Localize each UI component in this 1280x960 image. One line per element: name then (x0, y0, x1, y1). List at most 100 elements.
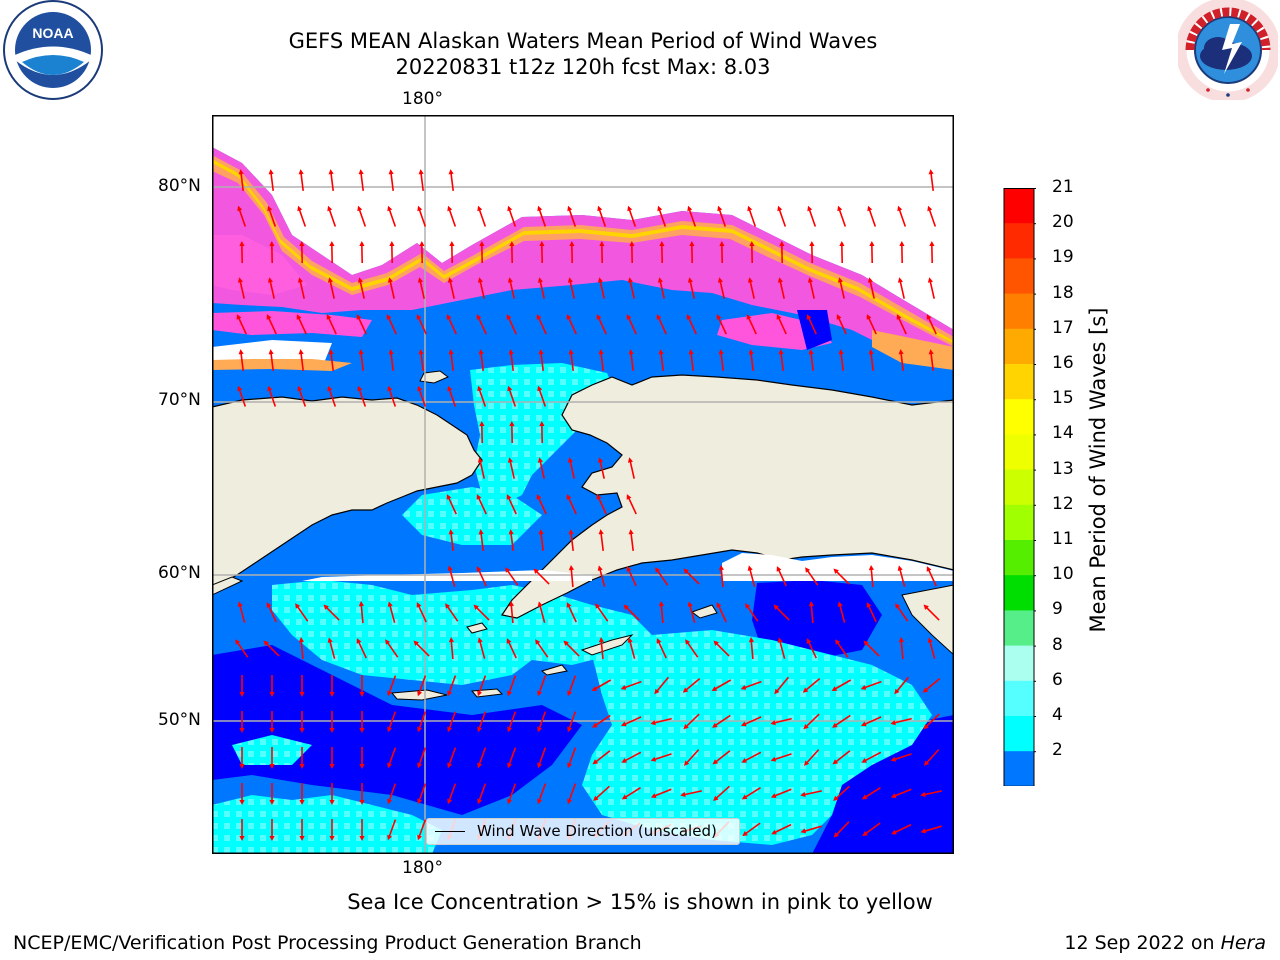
wave-direction-arrowhead (655, 567, 661, 573)
wave-direction-arrowhead (713, 640, 719, 646)
wave-direction-arrow (537, 783, 547, 803)
wave-direction-arrow (600, 531, 604, 551)
wave-direction-arrowhead (448, 349, 454, 355)
wave-direction-arrow (539, 279, 545, 299)
wave-direction-arrowhead (538, 529, 544, 535)
colorbar-tick-label: 11 (1052, 529, 1074, 549)
wave-period-map (212, 115, 954, 854)
wave-direction-arrowhead (808, 601, 814, 607)
wave-direction-arrow (509, 459, 515, 479)
wave-direction-arrow (567, 603, 577, 623)
wave-direction-arrow (300, 351, 304, 371)
wave-direction-arrowhead (507, 457, 513, 463)
wave-direction-arrow (803, 677, 821, 693)
wave-direction-arrowhead (657, 277, 663, 283)
wave-direction-arrow (777, 567, 787, 587)
wave-direction-arrowhead (567, 690, 572, 697)
wave-direction-arrowhead (746, 314, 752, 320)
wave-direction-arrow (297, 207, 307, 227)
wave-direction-arrowhead (597, 205, 603, 212)
wave-direction-arrow (922, 825, 942, 833)
wave-direction-arrowhead (537, 762, 542, 769)
wave-direction-arrow (357, 315, 367, 335)
wave-direction-arrow (809, 279, 815, 299)
wave-direction-arrow (774, 676, 790, 694)
wave-direction-arrowhead (626, 314, 632, 320)
wave-direction-arrowhead (868, 565, 874, 571)
wave-direction-arrowhead (659, 241, 665, 246)
wave-direction-arrowhead (656, 314, 662, 320)
wave-direction-arrow (480, 531, 484, 551)
wave-direction-arrowhead (627, 457, 633, 463)
wave-direction-arrowhead (506, 494, 512, 500)
wave-direction-arrow (657, 315, 667, 335)
colorbar-segment (1004, 610, 1034, 647)
wave-direction-arrowhead (477, 277, 483, 283)
wave-direction-arrow (600, 351, 604, 371)
wave-direction-arrowhead (326, 314, 332, 320)
wave-direction-arrowhead (329, 800, 335, 805)
wave-direction-arrow (627, 567, 637, 587)
wave-direction-arrowhead (806, 638, 812, 644)
wave-direction-arrow (324, 605, 340, 621)
wave-direction-arrowhead (387, 762, 392, 769)
wave-direction-arrow (450, 531, 454, 551)
wave-direction-arrowhead (689, 241, 695, 246)
wave-direction-arrow (593, 750, 611, 764)
wave-direction-arrowhead (863, 640, 869, 646)
wave-direction-arrow (627, 207, 637, 227)
wave-direction-arrowhead (804, 760, 810, 766)
wave-direction-arrow (567, 747, 577, 767)
wave-direction-arrow (778, 639, 786, 659)
wave-direction-arrowhead (747, 205, 753, 212)
wave-direction-arrowhead (717, 277, 723, 283)
wave-direction-arrow (537, 675, 547, 695)
wave-direction-arrow (387, 387, 397, 407)
colorbar-tick-label: 10 (1052, 564, 1074, 585)
wave-direction-arrow (713, 750, 731, 764)
wave-direction-arrowhead (327, 205, 333, 212)
wave-direction-arrow (779, 279, 785, 299)
wave-direction-arrow (832, 679, 852, 691)
wave-direction-arrowhead (417, 277, 423, 283)
wave-direction-arrow (237, 207, 247, 227)
wave-direction-arrowhead (770, 793, 777, 798)
colorbar-segment (1004, 716, 1034, 752)
wave-direction-arrowhead (597, 457, 603, 463)
longitude-label-top: 180° (402, 89, 443, 109)
wave-direction-arrowhead (592, 759, 599, 765)
wave-direction-arrow (240, 171, 244, 191)
wave-direction-arrowhead (329, 692, 335, 697)
map-frame (212, 115, 954, 854)
wave-direction-arrow (862, 716, 882, 726)
wave-direction-arrowhead (385, 639, 391, 645)
wave-direction-arrowhead (777, 205, 783, 212)
wave-direction-arrow (447, 495, 457, 515)
wave-direction-arrow (420, 171, 424, 191)
wave-direction-arrowhead (687, 277, 693, 283)
wave-direction-arrow (869, 279, 875, 299)
wave-direction-arrowhead (537, 798, 542, 805)
wave-direction-arrowhead (478, 529, 484, 535)
wave-direction-arrow (629, 459, 635, 479)
latitude-label-60: 60°N (158, 563, 201, 583)
wave-direction-arrow (300, 171, 304, 191)
wave-direction-arrowhead (682, 687, 689, 693)
wave-direction-arrowhead (719, 241, 725, 246)
wave-direction-arrow (537, 207, 547, 227)
latitude-label-80: 80°N (158, 176, 201, 196)
wave-direction-arrow (867, 603, 877, 623)
wave-direction-arrow (684, 749, 700, 765)
wave-direction-arrowhead (388, 349, 394, 355)
wave-direction-arrow (567, 495, 577, 515)
wave-direction-arrowhead (417, 762, 422, 769)
wave-direction-arrowhead (741, 794, 748, 800)
wave-direction-arrowhead (773, 604, 779, 610)
wave-direction-arrow (629, 279, 635, 299)
wave-direction-arrowhead (895, 603, 901, 609)
wave-direction-arrow (687, 207, 697, 227)
wave-direction-arrowhead (869, 241, 875, 246)
wave-direction-arrow (627, 495, 637, 515)
wave-direction-arrow (535, 640, 549, 658)
wave-direction-arrowhead (299, 764, 305, 769)
